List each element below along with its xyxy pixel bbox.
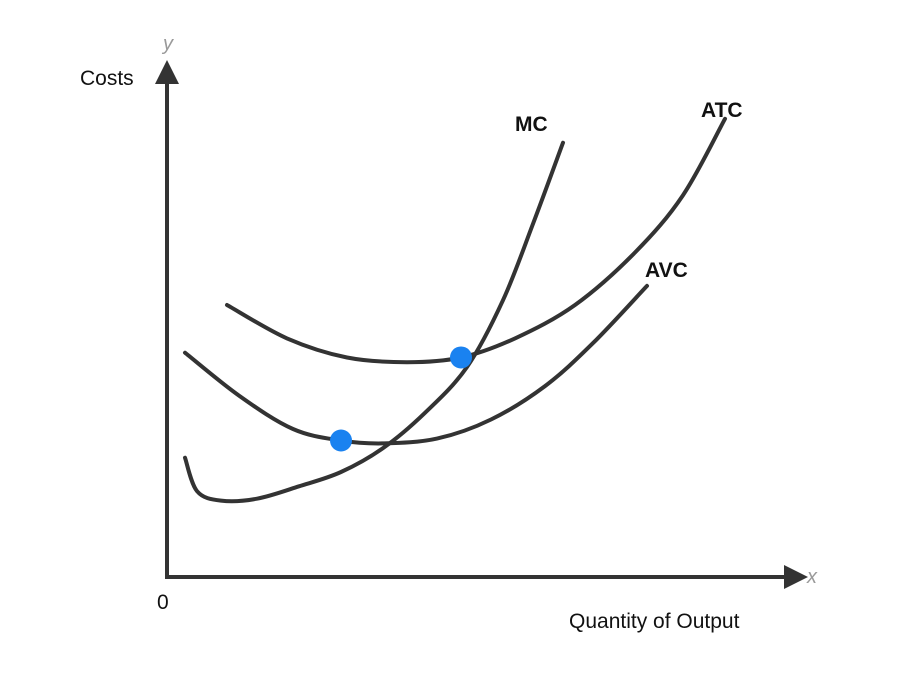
y-axis-letter: y bbox=[161, 33, 174, 55]
intersection-points-group bbox=[330, 346, 472, 452]
avc-curve bbox=[183, 283, 649, 446]
mc-curve bbox=[183, 140, 565, 504]
x-axis-letter: x bbox=[806, 566, 818, 588]
intersection-point-2 bbox=[450, 346, 472, 369]
atc-label: ATC bbox=[701, 99, 743, 122]
y-axis-label: Costs bbox=[80, 67, 134, 90]
atc-curve bbox=[225, 116, 727, 365]
x-axis-label: Quantity of Output bbox=[569, 610, 740, 633]
avc-label: AVC bbox=[645, 259, 688, 282]
origin-label: 0 bbox=[157, 591, 169, 614]
mc-label: MC bbox=[515, 113, 548, 136]
intersection-point-1 bbox=[330, 429, 352, 452]
curves-group bbox=[183, 116, 727, 504]
